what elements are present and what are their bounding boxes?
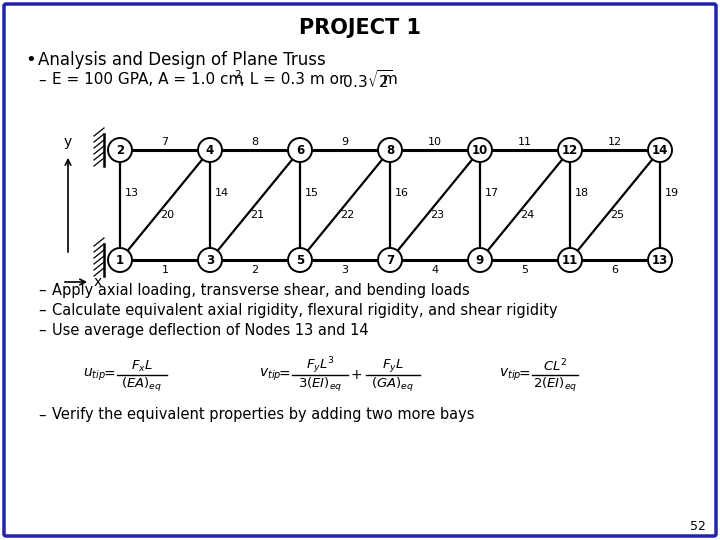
Text: 5: 5 <box>521 265 528 275</box>
Text: m: m <box>378 72 397 87</box>
Text: 11: 11 <box>562 253 578 267</box>
Text: 7: 7 <box>161 137 168 147</box>
Text: –: – <box>38 302 45 318</box>
Text: $(GA)_{eq}$: $(GA)_{eq}$ <box>372 376 415 394</box>
Text: Verify the equivalent properties by adding two more bays: Verify the equivalent properties by addi… <box>52 408 474 422</box>
Circle shape <box>648 138 672 162</box>
Text: 17: 17 <box>485 188 499 198</box>
Circle shape <box>378 138 402 162</box>
Circle shape <box>648 248 672 272</box>
Text: 6: 6 <box>611 265 618 275</box>
Text: $v_{tip}$: $v_{tip}$ <box>258 367 282 383</box>
Text: 1: 1 <box>116 253 124 267</box>
Text: 7: 7 <box>386 253 394 267</box>
Circle shape <box>108 248 132 272</box>
Text: 5: 5 <box>296 253 304 267</box>
Text: E = 100 GPA, A = 1.0 cm: E = 100 GPA, A = 1.0 cm <box>52 72 243 87</box>
Text: $3(EI)_{eq}$: $3(EI)_{eq}$ <box>298 376 342 394</box>
Text: Analysis and Design of Plane Truss: Analysis and Design of Plane Truss <box>38 51 325 69</box>
Text: 2: 2 <box>116 144 124 157</box>
Text: 14: 14 <box>215 188 229 198</box>
Text: $(EA)_{eq}$: $(EA)_{eq}$ <box>122 376 163 394</box>
Text: $CL^2$: $CL^2$ <box>543 357 567 374</box>
Circle shape <box>288 248 312 272</box>
Text: $F_yL^3$: $F_yL^3$ <box>305 356 334 376</box>
Text: +: + <box>350 368 362 382</box>
Text: 1: 1 <box>161 265 168 275</box>
Text: 10: 10 <box>472 144 488 157</box>
Text: $v_{tip}$: $v_{tip}$ <box>499 367 521 383</box>
Text: 21: 21 <box>250 210 264 220</box>
Text: •: • <box>25 51 36 69</box>
Text: 13: 13 <box>125 188 139 198</box>
Text: $F_yL$: $F_yL$ <box>382 357 404 375</box>
Text: Use average deflection of Nodes 13 and 14: Use average deflection of Nodes 13 and 1… <box>52 322 369 338</box>
Text: 25: 25 <box>610 210 624 220</box>
Text: 9: 9 <box>476 253 484 267</box>
Text: =: = <box>103 368 114 382</box>
Text: –: – <box>38 322 45 338</box>
Text: 3: 3 <box>341 265 348 275</box>
Text: $0.3\sqrt{2}$: $0.3\sqrt{2}$ <box>338 69 392 91</box>
Text: $u_{tip}$: $u_{tip}$ <box>84 367 107 383</box>
Circle shape <box>378 248 402 272</box>
Text: 2: 2 <box>251 265 258 275</box>
Circle shape <box>468 138 492 162</box>
Text: 8: 8 <box>251 137 258 147</box>
Text: 22: 22 <box>340 210 354 220</box>
Circle shape <box>198 248 222 272</box>
Text: 18: 18 <box>575 188 589 198</box>
Text: –: – <box>38 408 45 422</box>
FancyBboxPatch shape <box>4 4 716 536</box>
Text: –: – <box>38 72 45 87</box>
Text: $2(EI)_{eq}$: $2(EI)_{eq}$ <box>533 376 577 394</box>
Text: 8: 8 <box>386 144 394 157</box>
Text: 12: 12 <box>608 137 622 147</box>
Circle shape <box>108 138 132 162</box>
Circle shape <box>468 248 492 272</box>
Text: –: – <box>38 282 45 298</box>
Text: 10: 10 <box>428 137 442 147</box>
Text: =: = <box>278 368 290 382</box>
Circle shape <box>198 138 222 162</box>
Text: y: y <box>64 135 72 149</box>
Text: 13: 13 <box>652 253 668 267</box>
Circle shape <box>558 138 582 162</box>
Text: 23: 23 <box>430 210 444 220</box>
Text: 20: 20 <box>160 210 174 220</box>
Text: 9: 9 <box>341 137 348 147</box>
Text: 16: 16 <box>395 188 409 198</box>
Text: 24: 24 <box>520 210 534 220</box>
Text: Apply axial loading, transverse shear, and bending loads: Apply axial loading, transverse shear, a… <box>52 282 469 298</box>
Circle shape <box>288 138 312 162</box>
Circle shape <box>558 248 582 272</box>
Text: 52: 52 <box>690 519 706 532</box>
Text: 3: 3 <box>206 253 214 267</box>
Text: 2: 2 <box>234 70 240 80</box>
Text: =: = <box>518 368 530 382</box>
Text: 15: 15 <box>305 188 319 198</box>
Text: PROJECT 1: PROJECT 1 <box>299 18 421 38</box>
Text: $F_xL$: $F_xL$ <box>131 359 153 374</box>
Text: , L = 0.3 m or: , L = 0.3 m or <box>240 72 346 87</box>
Text: 12: 12 <box>562 144 578 157</box>
Text: Calculate equivalent axial rigidity, flexural rigidity, and shear rigidity: Calculate equivalent axial rigidity, fle… <box>52 302 557 318</box>
Text: x: x <box>94 275 102 289</box>
Text: 4: 4 <box>431 265 438 275</box>
Text: 19: 19 <box>665 188 679 198</box>
Text: 6: 6 <box>296 144 304 157</box>
Text: 11: 11 <box>518 137 532 147</box>
Text: 4: 4 <box>206 144 214 157</box>
Text: 14: 14 <box>652 144 668 157</box>
